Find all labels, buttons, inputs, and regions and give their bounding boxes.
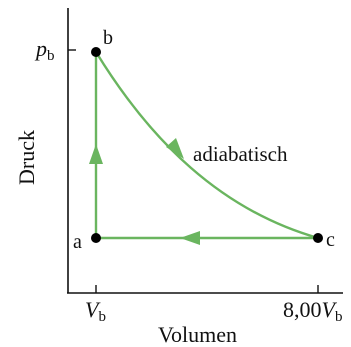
y-tick-label: pb (34, 36, 55, 64)
x-tick-label-8vb: 8,00Vb (283, 297, 342, 325)
arrow-down-right-icon (166, 138, 184, 159)
x-axis-title: Volumen (158, 322, 237, 347)
point-label-a: a (73, 231, 82, 253)
arrow-up-icon (89, 144, 103, 164)
process-label-adiabatic: adiabatisch (193, 142, 288, 166)
path-b-to-c-adiabatic (94, 51, 319, 240)
point-b (91, 47, 101, 57)
x-tick-label-vb: Vb (85, 297, 106, 325)
point-a (91, 233, 101, 243)
y-axis-title: Druck (14, 130, 39, 185)
point-label-c: c (326, 229, 335, 251)
point-label-b: b (103, 27, 113, 49)
arrow-left-icon (180, 231, 200, 245)
point-c (313, 233, 323, 243)
